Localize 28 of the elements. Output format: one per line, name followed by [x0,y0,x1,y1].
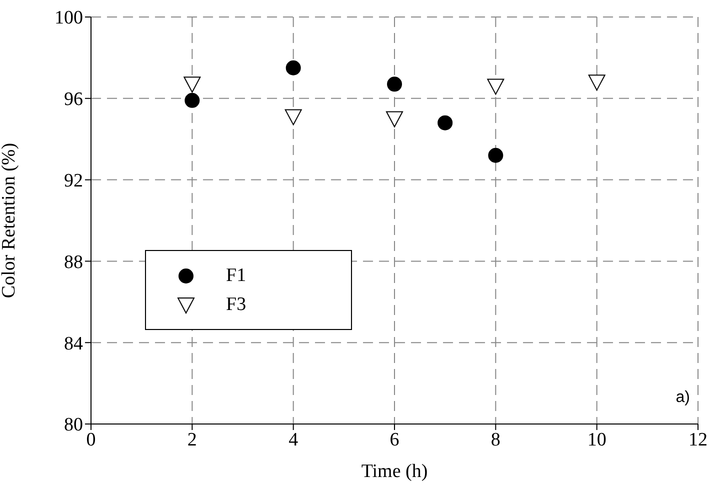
point [387,76,402,92]
y-tick-label: 100 [54,8,83,29]
legend-label: F1 [226,264,246,286]
point [386,111,403,128]
x-tick-label: 12 [688,429,708,450]
y-tick-label: 80 [64,414,83,436]
y-tick-label: 96 [64,89,83,110]
point [286,60,301,76]
point [488,148,504,163]
point [184,76,201,93]
x-tick-label: 4 [288,429,299,450]
y-tick-label: 84 [64,333,84,354]
point [588,74,606,91]
legend-label: F3 [226,294,246,316]
x-tick-label: 2 [187,429,197,450]
x-tick-label: 6 [390,429,400,450]
point [487,78,504,95]
x-axis-title: Time (h) [361,461,428,482]
x-tick-label: 8 [490,429,500,450]
annotation: a) [676,389,690,407]
point [184,92,200,108]
x-tick-label: 10 [587,429,606,450]
y-axis-title: Color Retention (%) [0,142,20,298]
y-tick-label: 92 [64,170,83,192]
point [438,115,453,130]
point [284,109,302,126]
x-tick-label: 0 [86,429,96,450]
y-tick-label: 88 [64,252,83,273]
